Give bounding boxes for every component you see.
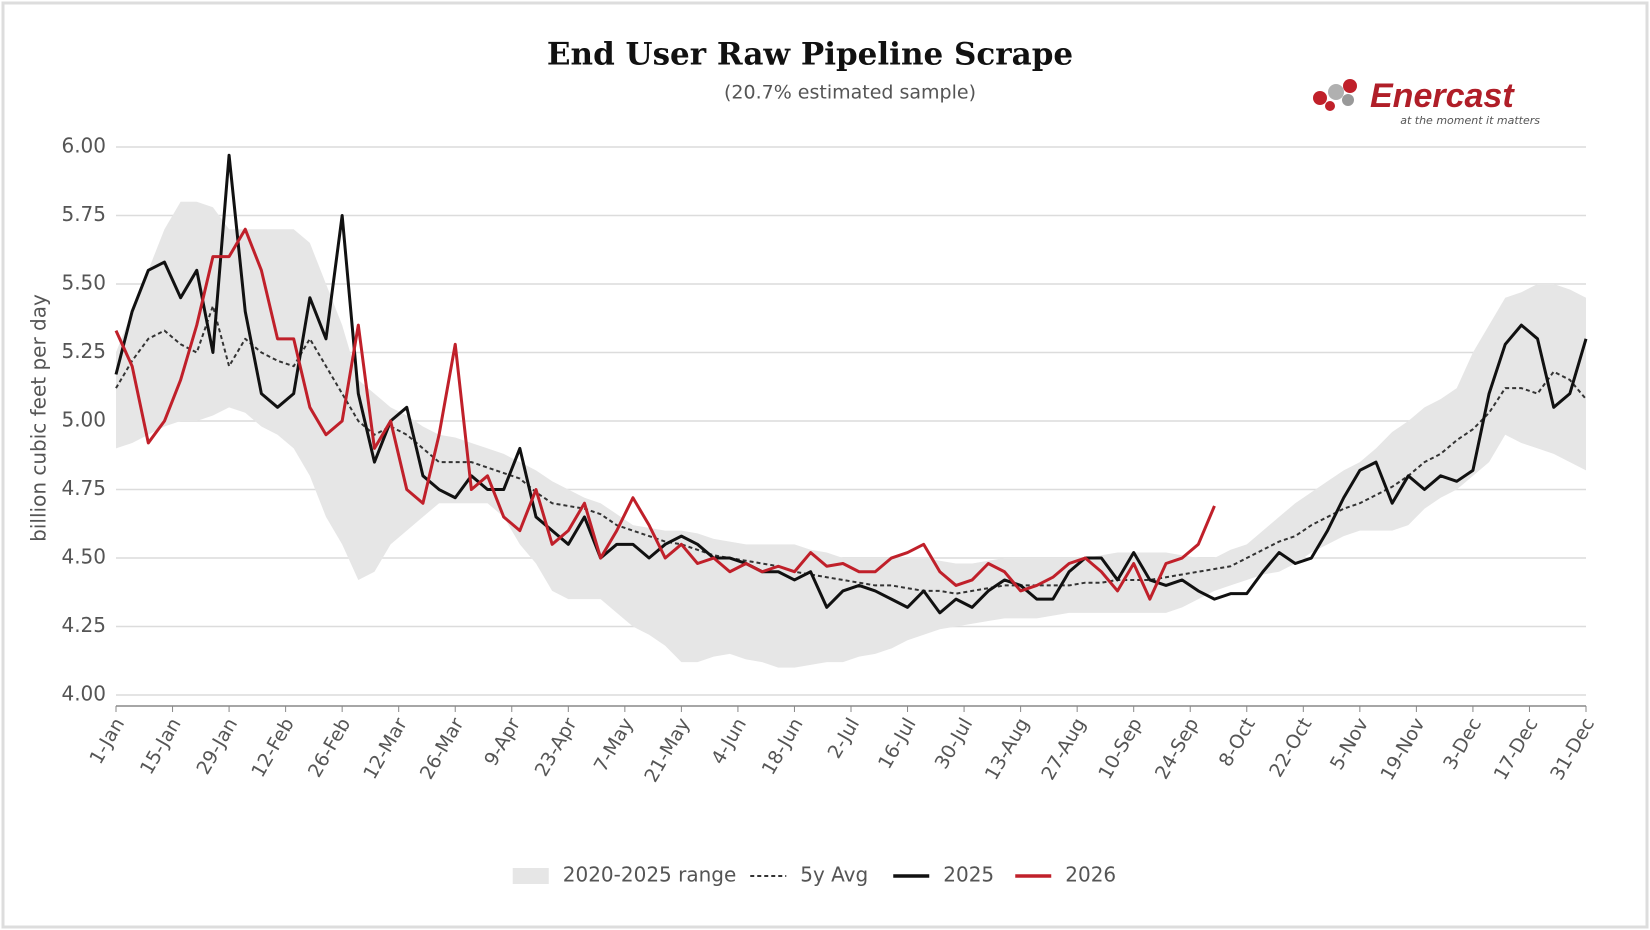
y-tick-label: 5.00 (61, 408, 106, 432)
series-line (114, 227, 1216, 601)
legend-label: 5y Avg (800, 863, 868, 887)
chart-title: End User Raw Pipeline Scrape (547, 37, 1073, 73)
logo-ball (1343, 79, 1357, 93)
y-tick-label: 5.25 (61, 339, 106, 363)
legend-item: 5y Avg (750, 863, 868, 887)
y-axis-label: billion cubic feet per day (27, 294, 51, 542)
legend-item: 2026 (1015, 863, 1116, 887)
series-line (114, 153, 1588, 615)
legend-label: 2020-2025 range (563, 863, 737, 887)
range-band (116, 201, 1586, 668)
y-tick-label: 5.75 (61, 202, 106, 226)
chart-subtitle: (20.7% estimated sample) (724, 82, 976, 104)
logo-tagline: at the moment it matters (1400, 114, 1540, 127)
legend-item: 2020-2025 range (512, 863, 737, 887)
logo: Enercast at the moment it matters (1313, 77, 1540, 127)
y-tick-label: 4.75 (61, 476, 106, 500)
series-line (115, 304, 1587, 595)
y-tick-label: 6.00 (61, 134, 106, 158)
y-tick-label: 4.50 (61, 545, 106, 569)
y-tick-label: 4.00 (61, 682, 106, 706)
logo-ball (1342, 94, 1354, 106)
logo-ball (1328, 84, 1344, 100)
logo-ball (1325, 101, 1335, 111)
y-tick-label: 5.50 (61, 271, 106, 295)
logo-ball (1313, 91, 1327, 105)
legend-item: 2025 (893, 863, 994, 887)
legend-label: 2025 (943, 863, 994, 887)
legend-swatch (512, 868, 549, 884)
logo-name: Enercast (1370, 77, 1515, 115)
y-tick-label: 4.25 (61, 613, 106, 637)
legend-label: 2026 (1065, 863, 1116, 887)
